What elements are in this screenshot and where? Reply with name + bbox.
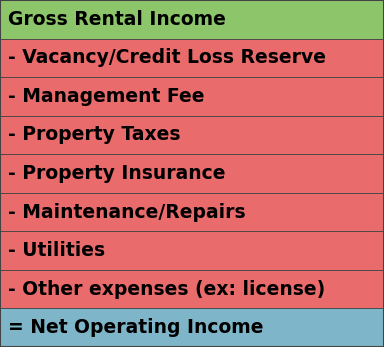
Text: Gross Rental Income: Gross Rental Income — [8, 10, 225, 29]
Bar — [0, 39, 384, 77]
Bar — [0, 193, 384, 231]
Text: - Management Fee: - Management Fee — [8, 87, 204, 106]
Text: - Utilities: - Utilities — [8, 241, 105, 260]
Text: - Vacancy/Credit Loss Reserve: - Vacancy/Credit Loss Reserve — [8, 48, 326, 67]
Bar — [0, 231, 384, 270]
Bar — [0, 77, 384, 116]
Text: - Other expenses (ex: license): - Other expenses (ex: license) — [8, 280, 325, 299]
Bar — [0, 154, 384, 193]
Bar — [0, 116, 384, 154]
Text: - Property Taxes: - Property Taxes — [8, 126, 180, 144]
Bar — [0, 0, 384, 39]
Text: = Net Operating Income: = Net Operating Income — [8, 318, 263, 337]
Text: - Property Insurance: - Property Insurance — [8, 164, 225, 183]
Bar — [0, 270, 384, 308]
Bar — [0, 308, 384, 347]
Text: - Maintenance/Repairs: - Maintenance/Repairs — [8, 203, 245, 221]
